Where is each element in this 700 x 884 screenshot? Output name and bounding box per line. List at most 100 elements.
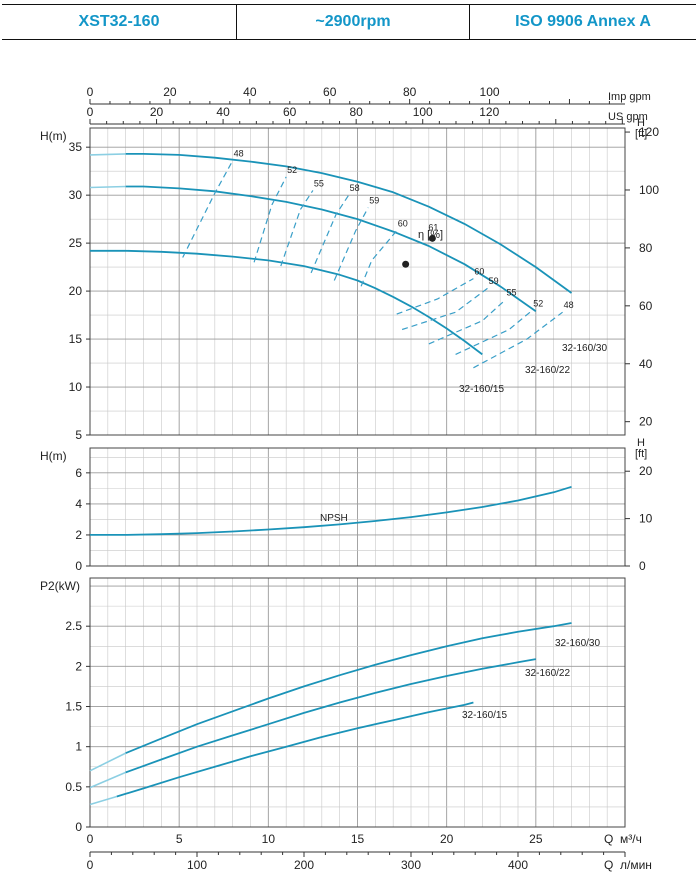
y-tick-label: 6 [75,466,82,480]
y-tick-label: 2 [75,659,82,673]
y-axis-label: H(m) [40,449,67,463]
y-right-axis-label-ft: [ft] [635,128,647,140]
standard-title: ISO 9906 Annex A [515,13,651,30]
x-tick-label: 15 [351,832,365,846]
x-tick-label: 10 [262,832,276,846]
y-tick-label: 10 [69,380,83,394]
y-tick-label: 1 [75,740,82,754]
curve-npsh [90,485,572,536]
curve-label: 32-160/30 [562,343,607,354]
best-efficiency-point [428,234,436,242]
y-right-axis-label-unit: H [637,437,645,449]
curve-extension [89,752,127,772]
npsh-label: NPSH [320,513,348,524]
y-tick-label: 0.5 [65,780,82,794]
efficiency-label: 59 [489,276,499,286]
efficiency-label: 48 [564,300,574,310]
efficiency-line [396,278,474,315]
top-axis-tick-label: 0 [87,85,94,99]
bottom-axis-tick-label: 300 [401,858,421,872]
top-axis-tick-label: 80 [403,85,417,99]
top-axis-tick-label: 80 [349,105,363,119]
efficiency-line [428,299,506,345]
top-axis-tick-label: 60 [283,105,297,119]
bottom-axis-tick-label: 200 [294,858,314,872]
efficiency-label: 52 [287,165,297,175]
x-tick-label: 25 [529,832,543,846]
x-tick-label: 0 [87,832,94,846]
y-tick-label: 0 [75,820,82,834]
bottom-axis-tick-label: 400 [508,858,528,872]
y-right-axis-label-ft: [ft] [635,448,647,460]
top-axis-tick-label: 20 [163,85,177,99]
curve-32-160-30 [125,622,572,754]
top-axis-tick-label: 120 [479,105,499,119]
efficiency-label: 52 [533,298,543,308]
efficiency-line [401,287,489,331]
curve-32-160-15 [90,249,483,356]
curve-32-160-22 [125,185,537,312]
x-tick-label: 5 [176,832,183,846]
efficiency-line [253,176,287,263]
top-axis-unit-label: Imp gpm [608,91,651,103]
efficiency-line [280,190,314,267]
efficiency-line [473,311,563,369]
efficiency-label: 60 [398,219,408,229]
curve-label: 32-160/30 [555,638,600,649]
speed-title: ~2900rpm [237,5,470,39]
model-title: XST32-160 [2,5,237,39]
y-right-tick-label: 60 [639,299,653,313]
y-right-tick-label: 40 [639,357,653,371]
bottom-axis-tick-label: 0 [87,858,94,872]
y-tick-label: 15 [69,332,83,346]
curve-label: 32-160/22 [525,365,570,376]
efficiency-line [333,207,369,281]
curve-label: 32-160/15 [459,384,504,395]
curve-32-160-15 [116,701,474,798]
y-tick-label: 35 [69,140,83,154]
panel-frame [89,577,626,828]
y-right-tick-label: 20 [639,415,653,429]
top-axis-tick-label: 20 [150,105,164,119]
efficiency-line [360,230,398,287]
top-axis-tick-label: 40 [216,105,230,119]
efficiency-axis-label: η [%] [418,229,443,241]
y-right-axis-label-unit: H [637,117,645,129]
y-tick-label: 2.5 [65,619,82,633]
y-right-tick-label: 10 [639,512,653,526]
y-tick-label: 1.5 [65,700,82,714]
y-right-tick-label: 120 [639,125,659,139]
best-efficiency-point [402,260,410,268]
curve-32-160-30 [125,153,573,294]
panel-frame [89,447,626,567]
efficiency-line [455,309,533,355]
bottom-axis-tick-label: 100 [187,858,207,872]
header-bar: XST32-160 ~2900rpm ISO 9906 Annex A [2,4,696,40]
y-tick-label: 30 [69,188,83,202]
y-right-tick-label: 80 [639,241,653,255]
y-tick-label: 5 [75,428,82,442]
efficiency-label: 48 [234,149,244,159]
y-axis-label: H(m) [40,129,67,143]
y-tick-label: 2 [75,528,82,542]
curve-label: 32-160/15 [462,710,507,721]
efficiency-line [310,194,350,274]
efficiency-line [182,160,234,258]
efficiency-label: 58 [350,183,360,193]
curve-extension [89,795,118,806]
x2-axis-label-unit: л/мин [620,858,652,872]
top-axis-tick-label: 40 [243,85,257,99]
efficiency-label: 55 [507,288,517,298]
y-right-tick-label: 0 [639,559,646,573]
efficiency-label: 61 [428,222,438,232]
curve-extension [89,153,126,156]
x-axis-label-unit: м³/ч [620,832,642,846]
top-axis-tick-label: 100 [413,105,433,119]
y-right-tick-label: 100 [639,183,659,197]
top-axis-tick-label: 0 [87,105,94,119]
x2-axis-label-q: Q [604,858,613,872]
y-tick-label: 4 [75,497,82,511]
top-axis-tick-label: 100 [480,85,500,99]
curve-label: 32-160/22 [525,668,570,679]
x-tick-label: 20 [440,832,454,846]
